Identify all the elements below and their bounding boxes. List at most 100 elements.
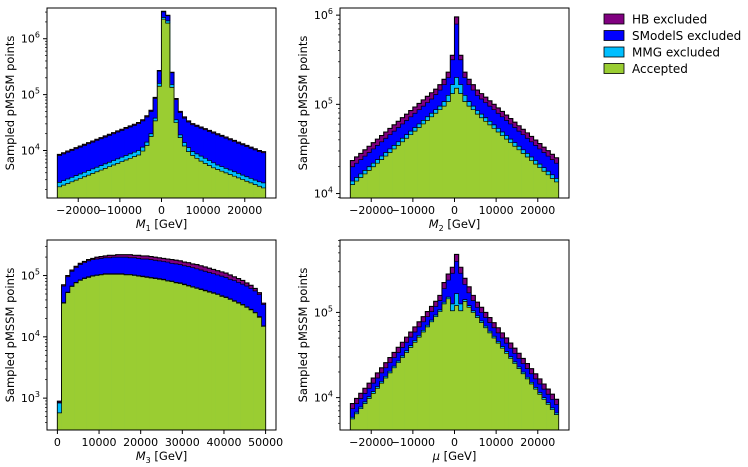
accepted-bar	[253, 184, 258, 198]
accepted-bar	[471, 312, 476, 430]
accepted-bar	[107, 166, 112, 198]
accepted-bar	[421, 332, 426, 430]
smodels-excluded-outline	[350, 23, 559, 198]
accepted-bar	[375, 163, 380, 198]
x-tick-label: −20000	[56, 204, 100, 217]
accepted-bar	[90, 276, 96, 430]
accepted-bar	[516, 368, 522, 430]
accepted-bar	[211, 167, 216, 198]
accepted-bar	[61, 185, 67, 198]
legend-swatch-smodels	[603, 30, 625, 41]
accepted-bar	[512, 146, 518, 198]
accepted-bar	[537, 394, 543, 430]
y-tick-label: 105	[314, 96, 333, 111]
accepted-bar	[541, 171, 547, 198]
x-tick-label: 0	[54, 436, 61, 449]
accepted-bar	[74, 180, 79, 198]
accepted-bar	[521, 373, 526, 430]
x-axis-label: M2 [GeV]	[429, 217, 481, 233]
accepted-bar	[429, 116, 435, 198]
accepted-bar	[367, 170, 372, 198]
plot-area	[349, 253, 560, 430]
accepted-bar	[219, 296, 225, 430]
accepted-bar	[124, 160, 129, 198]
accepted-layer	[57, 273, 266, 430]
y-axis-label: Sampled pMSSM points	[3, 36, 17, 171]
smodels-excluded-bar	[82, 145, 87, 198]
accepted-bar	[119, 274, 125, 430]
accepted-bar	[400, 141, 405, 198]
x-tick-label: 30000	[165, 436, 200, 449]
accepted-bar	[504, 139, 509, 198]
accepted-bar	[140, 276, 146, 430]
accepted-bar	[61, 303, 67, 430]
x-tick-label: 0	[451, 436, 458, 449]
y-tick-label: 103	[21, 390, 40, 405]
accepted-bar	[521, 153, 526, 198]
y-tick-label: 104	[21, 143, 40, 158]
accepted-bar	[462, 101, 468, 198]
accepted-bar	[458, 93, 464, 198]
accepted-bar	[165, 23, 171, 198]
accepted-bar	[362, 173, 368, 198]
accepted-bar	[182, 146, 187, 198]
x-tick-label: 20000	[227, 204, 262, 217]
accepted-bar	[186, 285, 191, 430]
accepted-bar	[90, 173, 96, 198]
accepted-bar	[417, 127, 422, 198]
accepted-bar	[358, 177, 364, 198]
accepted-bar	[111, 274, 117, 430]
accepted-bar	[140, 151, 146, 198]
accepted-bar	[57, 186, 62, 198]
accepted-bar	[257, 317, 262, 430]
accepted-outline	[57, 273, 266, 430]
accepted-bar	[119, 161, 125, 198]
smodels-excluded-bar	[232, 141, 237, 198]
accepted-bar	[475, 317, 480, 430]
y-tick-label: 104	[314, 186, 333, 201]
accepted-bar	[194, 288, 200, 430]
legend-label-hb: HB excluded	[632, 13, 707, 27]
accepted-bar	[475, 114, 480, 198]
accepted-bar	[554, 414, 559, 430]
accepted-bar	[387, 152, 393, 198]
accepted-bar	[161, 279, 167, 430]
y-axis-label: Sampled pMSSM points	[3, 268, 17, 403]
accepted-bar	[512, 363, 518, 430]
accepted-bar	[550, 178, 555, 198]
accepted-bar	[546, 404, 551, 430]
y-tick-label: 105	[21, 87, 40, 102]
accepted-bar	[94, 171, 100, 198]
accepted-bar	[454, 305, 460, 430]
accepted-bar	[541, 399, 547, 430]
accepted-bar	[144, 277, 150, 430]
accepted-bar	[421, 123, 426, 198]
smodels-excluded-outline	[350, 260, 559, 430]
accepted-bar	[404, 352, 410, 430]
accepted-bar	[437, 109, 443, 198]
accepted-bar	[487, 124, 493, 198]
accepted-bar	[149, 278, 154, 430]
accepted-bar	[78, 178, 83, 198]
accepted-bar	[248, 309, 254, 430]
accepted-bar	[500, 348, 505, 430]
smodels-excluded-bar	[253, 149, 258, 198]
accepted-bar	[362, 403, 368, 430]
legend-label-mmg: MMG excluded	[632, 46, 720, 60]
accepted-bar	[232, 176, 237, 198]
accepted-bar	[236, 177, 241, 198]
y-axis-label: Sampled pMSSM points	[296, 36, 310, 171]
accepted-bar	[65, 183, 71, 198]
accepted-bar	[529, 383, 534, 430]
accepted-bar	[198, 161, 204, 198]
accepted-bar	[115, 274, 121, 430]
accepted-bar	[190, 287, 196, 430]
smodels-excluded-bar	[244, 146, 250, 198]
accepted-bar	[479, 322, 484, 430]
accepted-bar	[371, 393, 376, 430]
accepted-bar	[358, 408, 364, 430]
smodels-excluded-bar	[248, 148, 254, 198]
accepted-bar	[387, 372, 393, 430]
accepted-bar	[99, 274, 104, 430]
accepted-bar	[111, 165, 117, 198]
